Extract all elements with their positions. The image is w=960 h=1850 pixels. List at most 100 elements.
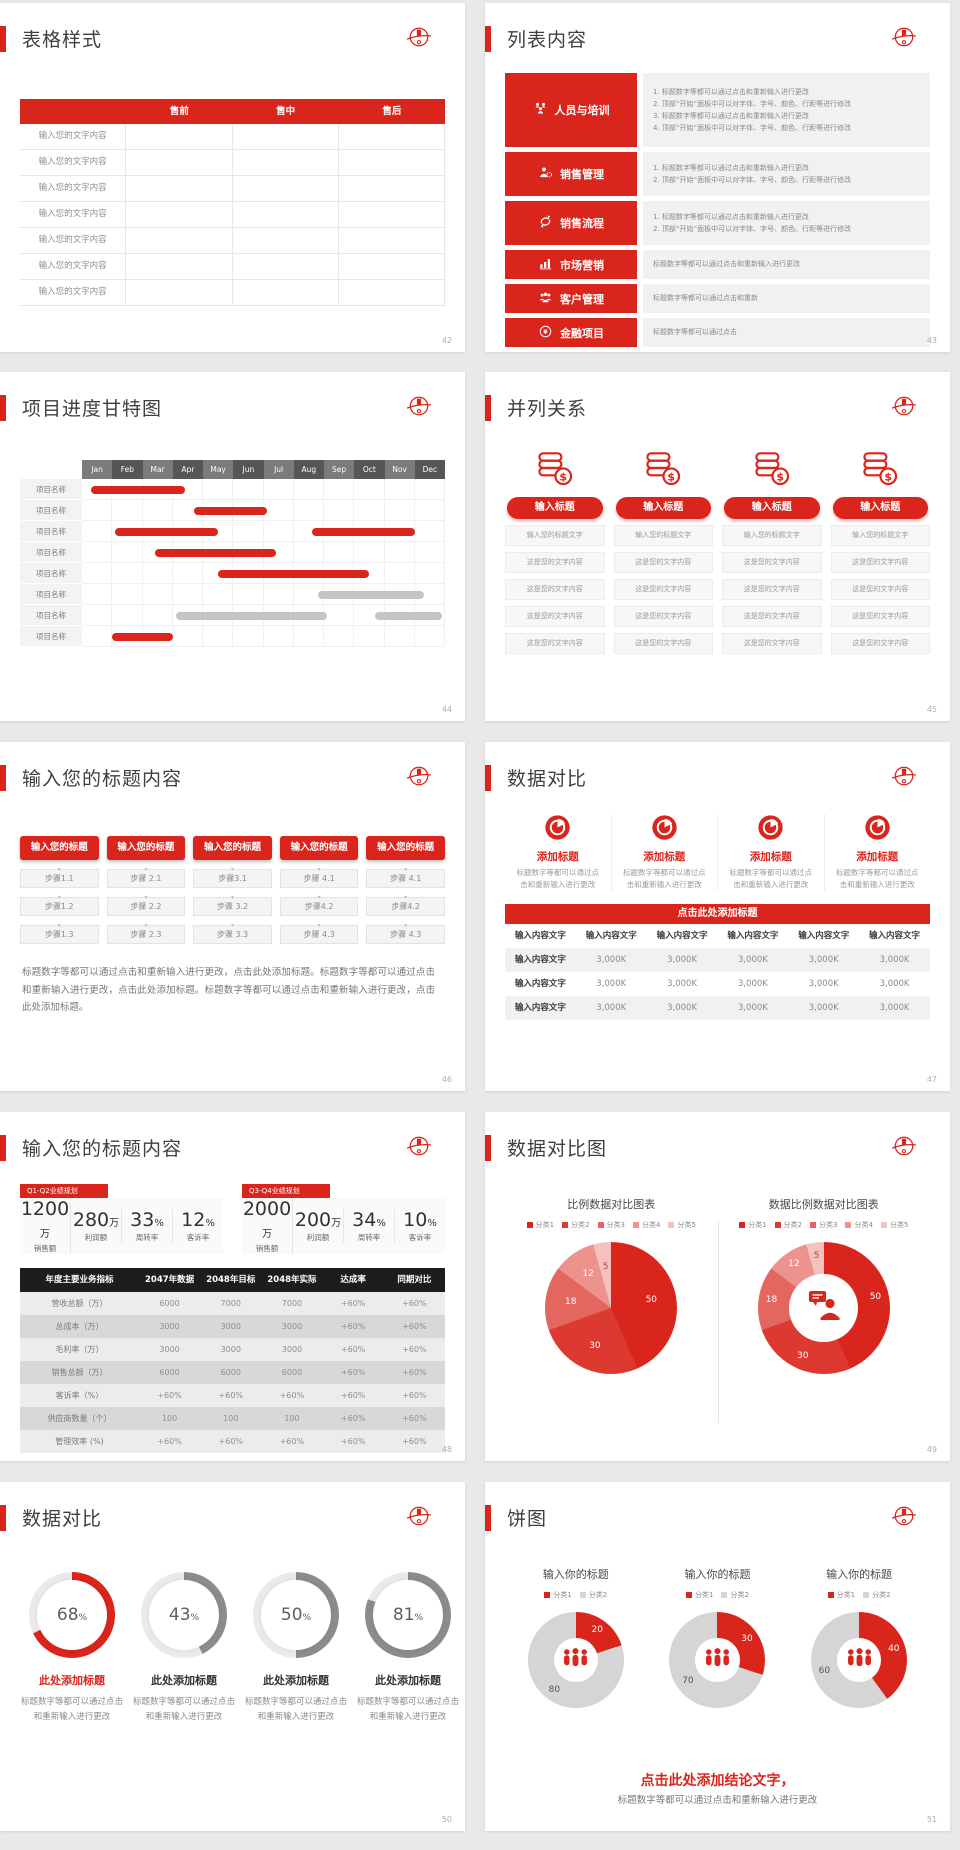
- slide-thumbnail-steps[interactable]: 输入您的标题内容 输入您的标题步骤1.1 步骤1.2 步骤1.3 输入您的标题步骤 2…: [0, 742, 465, 1091]
- gantt-month-cell: May: [203, 460, 234, 479]
- list-category-label: 市场营销: [560, 258, 604, 272]
- gantt-month-header: Jan Feb Mar Apr May Jun Jul Aug Sep Oct Nov Dec: [20, 460, 445, 479]
- svg-text:$: $: [885, 470, 893, 483]
- donut-chart: 20 80: [527, 1612, 624, 1708]
- pie-badge-icon: [513, 814, 603, 845]
- legend-swatch: [685, 1592, 692, 1598]
- title-accent-bar: [0, 26, 6, 52]
- gantt-grid-cell: [354, 563, 385, 584]
- gantt-row-label: 项目名称: [20, 500, 82, 521]
- compare-column: 添加标题 标题数字等都可以通过点击和重新输入进行更改: [717, 814, 824, 891]
- table-cell: 6000: [281, 1368, 303, 1377]
- gantt-grid-cell: [82, 605, 113, 626]
- text-box: 这是您的文字内容: [830, 633, 930, 654]
- gantt-row: 项目名称: [20, 584, 445, 605]
- gantt-grid-cell: [293, 500, 324, 521]
- slide-thumbnail-compare-charts[interactable]: 数据对比图 比例数据对比图表 分类1 分类2 分类3 分类4 分类5 50 30 18 12 5 数据…: [485, 1112, 950, 1461]
- brand-logo-icon: [405, 392, 433, 420]
- title-accent-bar: [0, 765, 6, 791]
- gantt-grid-cell: [414, 479, 445, 500]
- metric-cell: 12% 客诉率: [173, 1209, 223, 1243]
- slide-content: 售前 售中 售后 输入您的文字内容 输入您的文字内容 输入您的文字内容 输入您的文字内容 输入…: [20, 73, 445, 334]
- legend-swatch: [827, 1592, 834, 1598]
- gauge-column: 68% 此处添加标题 标题数字等都可以通过点击和重新输入进行更改: [20, 1572, 124, 1726]
- data-table: 输入内容文字 输入内容文字 输入内容文字 输入内容文字 输入内容文字 输入内容文字 输入内容…: [505, 924, 930, 1020]
- list-item-text: 1. 标题数字等都可以通过点击和重新输入进行更改: [653, 212, 809, 221]
- list-row: 人员与培训 1. 标题数字等都可以通过点击和重新输入进行更改 2. 顶部“开始”面板…: [505, 73, 930, 147]
- table-row: 客诉率（%） +60% +60% +60% +60% +60%: [20, 1384, 445, 1407]
- chart-title: 数据比例数据对比图表: [768, 1198, 879, 1211]
- slide-thumbnail-data-compare[interactable]: 数据对比 添加标题 标题数字等都可以通过点击和重新输入进行更改 添加标题 标题数字等都…: [485, 742, 950, 1091]
- slide-content: Jan Feb Mar Apr May Jun Jul Aug Sep Oct Nov Dec 项目名称…: [20, 442, 445, 703]
- gauge-column: 81% 此处添加标题 标题数字等都可以通过点击和重新输入进行更改: [356, 1572, 460, 1726]
- gauge-value: 43%: [168, 1605, 200, 1625]
- step-column: 输入您的标题步骤 2.1 步骤 2.2 步骤 2.3: [106, 836, 186, 944]
- legend-label: 分类1: [694, 1591, 714, 1599]
- step-box: 步骤1.3: [20, 925, 99, 944]
- gauge-unit: %: [190, 1613, 200, 1623]
- table-row-label: 输入您的文字内容: [20, 202, 127, 228]
- gantt-bar: [112, 632, 173, 641]
- step-box: 步骤 2.1: [106, 869, 186, 888]
- gantt-grid-cell: [233, 584, 264, 605]
- table-cell: 3,000K: [667, 955, 698, 965]
- slide-thumbnail-donut-percents[interactable]: 数据对比 68% 此处添加标题 标题数字等都可以通过点击和重新输入进行更改 43% 此处…: [0, 1482, 465, 1831]
- table-column-header: 输入内容文字: [727, 931, 779, 941]
- slice-value-label: 12: [788, 1259, 800, 1270]
- table-header-row: 售前 售中 售后: [20, 99, 445, 124]
- slide-thumbnail-list-content[interactable]: 列表内容 人员与培训 1. 标题数字等都可以通过点击和重新输入进行更改 2. 顶部“…: [485, 3, 950, 352]
- slide-thumbnail-table-style[interactable]: 表格样式 售前 售中 售后 输入您的文字内容 输入您的文字内容 输入您的文字内容 输入您的文…: [0, 3, 465, 352]
- svg-text:$: $: [668, 470, 676, 483]
- text-box: 这是您的文字内容: [722, 579, 822, 600]
- slide-thumbnail-gantt[interactable]: 项目进度甘特图 Jan Feb Mar Apr May Jun Jul Aug Sep Oct No…: [0, 372, 465, 721]
- table-cell: 3000: [220, 1345, 241, 1354]
- legend-label: 分类5: [889, 1221, 909, 1229]
- text-box: 输入您的标题文字: [722, 525, 822, 546]
- ribbon-label: Q3-Q4业绩规划: [242, 1184, 330, 1198]
- table-column-header: 同期对比: [397, 1275, 432, 1285]
- list-items: 标题数字等都可以通过点击和重新输入进行更改: [643, 250, 930, 279]
- table-row: 输入内容文字 3,000K 3,000K 3,000K 3,000K 3,000K: [505, 972, 930, 996]
- gantt-grid-cell: [414, 500, 445, 521]
- legend-item: 分类5: [880, 1220, 909, 1230]
- table-cell: +60%: [218, 1437, 244, 1446]
- table-cell: [232, 176, 339, 202]
- legend-label: 分类2: [783, 1221, 803, 1229]
- step-box: 步骤1.2: [20, 897, 99, 916]
- people-group-icon: [559, 1646, 592, 1674]
- slide-title: 表格样式: [22, 29, 103, 51]
- metric-unit: 万: [331, 1218, 342, 1229]
- slide-header: 饼图: [485, 1502, 950, 1534]
- gauge-columns: 68% 此处添加标题 标题数字等都可以通过点击和重新输入进行更改 43% 此处添加标题标…: [20, 1572, 459, 1726]
- metric-cell: 200万 利润额: [293, 1209, 344, 1243]
- table-column-header: 2048年实际: [267, 1275, 317, 1285]
- slide-content: Q1-Q2业绩规划 Q3-Q4业绩规划 1200万 销售额 280万 利润额 33% 周转率 1…: [20, 1182, 445, 1453]
- slide-thumbnail-metrics[interactable]: 输入您的标题内容 Q1-Q2业绩规划 Q3-Q4业绩规划 1200万 销售额 280万利…: [0, 1112, 465, 1461]
- pie-badge-icon: [833, 814, 923, 845]
- table-row: 输入内容文字 3,000K 3,000K 3,000K 3,000K 3,000K: [505, 948, 930, 972]
- gauge-text: 标题数字等都可以通过点击和重新输入进行更改: [356, 1697, 459, 1723]
- legend-label: 分类1: [836, 1591, 856, 1599]
- gantt-month-cell: Oct: [354, 460, 385, 479]
- chart-legend: 分类1 分类2 分类3 分类4 分类5: [718, 1220, 931, 1230]
- compare-column-text: 标题数字等都可以通过点击和重新输入进行更改: [836, 868, 919, 889]
- table-cell: 3,000K: [596, 955, 627, 965]
- slice-value-label: 5: [813, 1250, 820, 1261]
- step-box: 步骤4.2: [366, 897, 445, 916]
- slide-thumbnail-parallel[interactable]: 并列关系 $ 输入标题 输入您的标题文字 这是您的文字内容 这是您的文字内容 这是您的文字…: [485, 372, 950, 721]
- legend-swatch: [632, 1222, 639, 1228]
- table-cell: +60%: [402, 1345, 427, 1354]
- table-cell: [232, 254, 339, 280]
- chart-legend: 分类1 分类2: [788, 1590, 930, 1600]
- slide-thumbnail-pie-charts[interactable]: 饼图 输入你的标题 分类1 分类2 20 80 输入你的标题 分类1 分类2 30 70 输入你的标…: [485, 1482, 950, 1831]
- marketing-icon: [538, 256, 553, 274]
- gantt-bar: [154, 548, 276, 557]
- brand-logo-icon: [890, 392, 918, 420]
- table-row-label: 输入您的文字内容: [20, 228, 127, 254]
- table-row: 输入您的文字内容: [20, 228, 445, 254]
- metric-label: 周转率: [135, 1233, 159, 1242]
- gantt-month-cell: Jan: [82, 460, 113, 479]
- gantt-chart: Jan Feb Mar Apr May Jun Jul Aug Sep Oct Nov Dec 项目名称…: [20, 460, 445, 647]
- table-row: 销售总额（万） 6000 6000 6000 +60% +60%: [20, 1361, 445, 1384]
